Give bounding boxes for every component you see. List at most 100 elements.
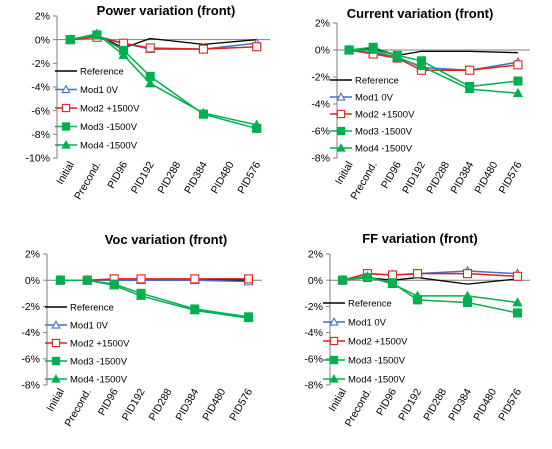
- legend-label: Mod4 -1500V: [348, 375, 406, 386]
- legend-label: Mod3 -1500V: [70, 357, 128, 368]
- x-tick-label: Precond.: [63, 387, 94, 429]
- data-point: [190, 274, 200, 284]
- legend: Reference Mod1 0V Mod2 +1500V Mod3 -1500V Mo…: [55, 67, 140, 152]
- data-point: [337, 274, 348, 285]
- legend-label: Reference: [70, 303, 114, 314]
- data-point: [464, 83, 475, 94]
- data-point: [243, 312, 254, 323]
- legend-label: Mod1 0V: [348, 318, 387, 329]
- y-tick-label: -6%: [304, 353, 323, 365]
- legend-label: Mod3 -1500V: [355, 127, 413, 138]
- data-point: [65, 34, 76, 44]
- x-tick-label: PID288: [147, 386, 175, 422]
- chart-panel-4: FF variation (front) -8% -6% -4% -2% 0% 2% Init…: [304, 231, 530, 429]
- data-point: [392, 52, 403, 63]
- legend-marker: [329, 336, 339, 346]
- x-tick-label: Precond.: [72, 160, 103, 202]
- legend-label: Mod3 -1500V: [80, 122, 138, 133]
- legend-label: Reference: [348, 299, 392, 310]
- data-point: [198, 107, 209, 117]
- series-5: [343, 44, 524, 98]
- chart-title: FF variation (front): [362, 231, 478, 246]
- legend-marker: [51, 338, 61, 348]
- data-point: [512, 297, 523, 307]
- x-tick-label: PID384: [174, 386, 202, 422]
- legend-label: Mod3 -1500V: [348, 356, 406, 367]
- x-tick-label: PID192: [396, 386, 424, 422]
- data-point: [412, 269, 423, 279]
- x-tick-label: PID576: [227, 386, 255, 422]
- data-point: [362, 270, 373, 281]
- y-tick-label: -6%: [311, 126, 330, 138]
- y-tick-label: -4%: [304, 327, 323, 339]
- x-tick-label: PID96: [379, 159, 404, 190]
- data-point: [82, 274, 93, 285]
- legend-label: Reference: [80, 67, 124, 78]
- x-tick-label: PID384: [182, 159, 210, 195]
- chart-panel-3: Voc variation (front) -8% -6% -4% -2% 0% 2% Ini…: [21, 232, 262, 429]
- data-point: [512, 308, 523, 318]
- legend-marker: [61, 122, 71, 131]
- y-tick-label: 2%: [25, 249, 40, 261]
- x-tick-label: Initial: [333, 160, 356, 187]
- data-point: [416, 60, 427, 71]
- x-tick-label: PID480: [200, 386, 228, 422]
- data-point: [136, 274, 146, 284]
- data-point: [198, 44, 208, 54]
- data-point: [513, 60, 523, 70]
- legend-marker: [51, 320, 61, 329]
- legend-marker: [329, 374, 339, 383]
- data-point: [109, 280, 120, 290]
- legend-marker: [61, 140, 71, 149]
- x-tick-label: PID288: [421, 386, 449, 422]
- legend-marker: [329, 355, 339, 365]
- x-tick-label: PID576: [496, 386, 524, 422]
- chart-panel-1: Power variation (front) -10% -8% -6% -4% -2% 0…: [25, 3, 270, 202]
- series-line: [60, 279, 249, 319]
- data-point: [465, 65, 475, 75]
- series-5: [55, 274, 254, 323]
- data-point: [251, 119, 262, 129]
- y-tick-label: -2%: [31, 58, 50, 70]
- legend-label: Mod2 +1500V: [348, 337, 408, 348]
- x-tick-label: PID96: [105, 159, 130, 190]
- data-point: [91, 28, 103, 38]
- chart-title: Power variation (front): [97, 3, 236, 18]
- y-tick-label: -10%: [25, 153, 50, 165]
- y-tick-label: -6%: [21, 353, 40, 365]
- chart-title: Voc variation (front): [105, 232, 228, 247]
- y-tick-label: -4%: [31, 82, 50, 94]
- chart-title: Current variation (front): [347, 6, 494, 21]
- series-line: [349, 49, 519, 94]
- y-tick-label: 2%: [315, 18, 330, 30]
- legend-marker: [336, 109, 346, 119]
- y-tick-label: -8%: [304, 380, 323, 392]
- y-tick-label: -2%: [21, 301, 40, 313]
- legend-marker: [329, 317, 339, 326]
- x-tick-label: PID576: [497, 159, 525, 195]
- y-tick-label: -8%: [31, 129, 50, 141]
- legend: Reference Mod1 0V Mod2 +1500V Mod3 -1500V Mo…: [323, 299, 408, 386]
- y-tick-label: -8%: [311, 153, 330, 165]
- data-point: [512, 271, 523, 281]
- legend: Reference Mod1 0V Mod2 +1500V Mod3 -1500V Mo…: [45, 303, 130, 386]
- legend-label: Mod4 -1500V: [355, 144, 413, 155]
- x-tick-label: Initial: [44, 387, 67, 414]
- x-tick-label: Initial: [54, 160, 77, 187]
- legend-marker: [61, 103, 71, 113]
- legend-marker: [336, 143, 346, 152]
- y-tick-label: 0%: [308, 275, 323, 287]
- legend-label: Mod1 0V: [80, 85, 119, 96]
- data-point: [387, 270, 398, 280]
- data-point: [189, 304, 200, 315]
- data-point: [513, 76, 523, 86]
- data-point: [512, 87, 524, 98]
- legend-marker: [61, 84, 71, 94]
- x-tick-label: PID576: [235, 159, 263, 195]
- series-line: [342, 275, 518, 304]
- legend-label: Mod2 +1500V: [355, 110, 415, 121]
- y-tick-label: -2%: [304, 301, 323, 313]
- data-point: [462, 290, 473, 300]
